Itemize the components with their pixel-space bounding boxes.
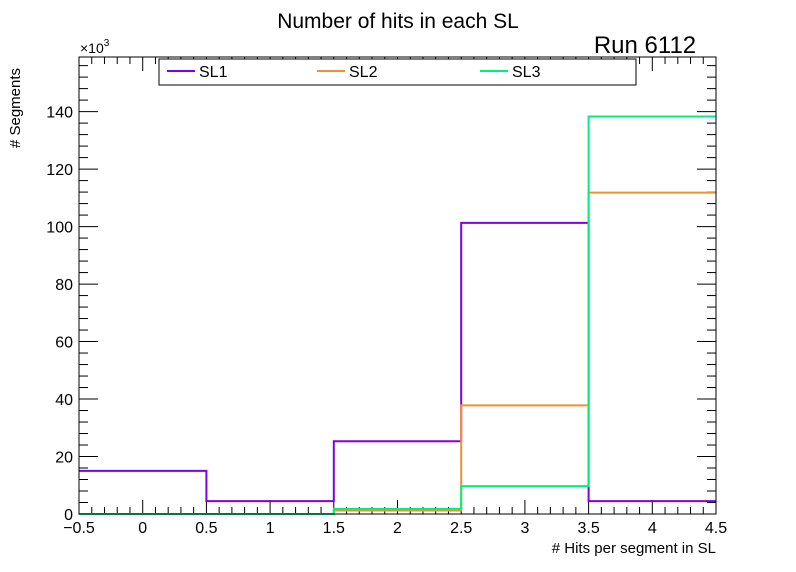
legend-item-sl2: SL2 [317,64,378,81]
x-tick-label: 2 [393,520,402,537]
x-tick-label: 0.5 [195,520,217,537]
y-tick-label: 120 [46,162,73,179]
x-tick-label: 4 [648,520,657,537]
legend: SL1 SL2 SL3 [158,58,637,86]
x-tick-label: 1.5 [323,520,345,537]
x-tick-label: 2.5 [450,520,472,537]
y-tick-label: 140 [46,105,73,122]
tick-labels: −0.5 0 0.5 1 1.5 2 2.5 3 3.5 4 4.50204060801001201… [46,105,727,537]
y-tick-label: 80 [55,277,73,294]
y-axis-multiplier-exponent: 3 [104,38,110,49]
chart-title: Number of hits in each SL [277,10,519,33]
legend-box [158,58,637,86]
x-tick-label: 1 [266,520,275,537]
plot-frame [78,56,717,515]
x-tick-label: 0 [138,520,147,537]
x-tick-label: −0.5 [63,520,95,537]
legend-item-sl1: SL1 [167,64,228,81]
y-tick-label: 20 [55,450,73,467]
y-tick-label: 60 [55,335,73,352]
legend-label: SL1 [199,64,228,81]
y-axis-label: # Segments [7,68,24,148]
y-axis-multiplier-base: ×10 [80,40,104,56]
legend-label: SL3 [512,64,541,81]
x-tick-label: 4.5 [705,520,727,537]
x-tick-label: 3.5 [577,520,599,537]
x-axis-label: # Hits per segment in SL [552,540,716,557]
y-axis-multiplier: ×103 [80,38,110,56]
y-tick-label: 40 [55,392,73,409]
y-tick-label: 0 [64,507,73,524]
run-label: Run 6112 [594,32,696,59]
legend-item-sl3: SL3 [480,64,541,81]
x-tick-label: 3 [520,520,529,537]
y-tick-label: 100 [46,220,73,237]
legend-label: SL2 [349,64,378,81]
